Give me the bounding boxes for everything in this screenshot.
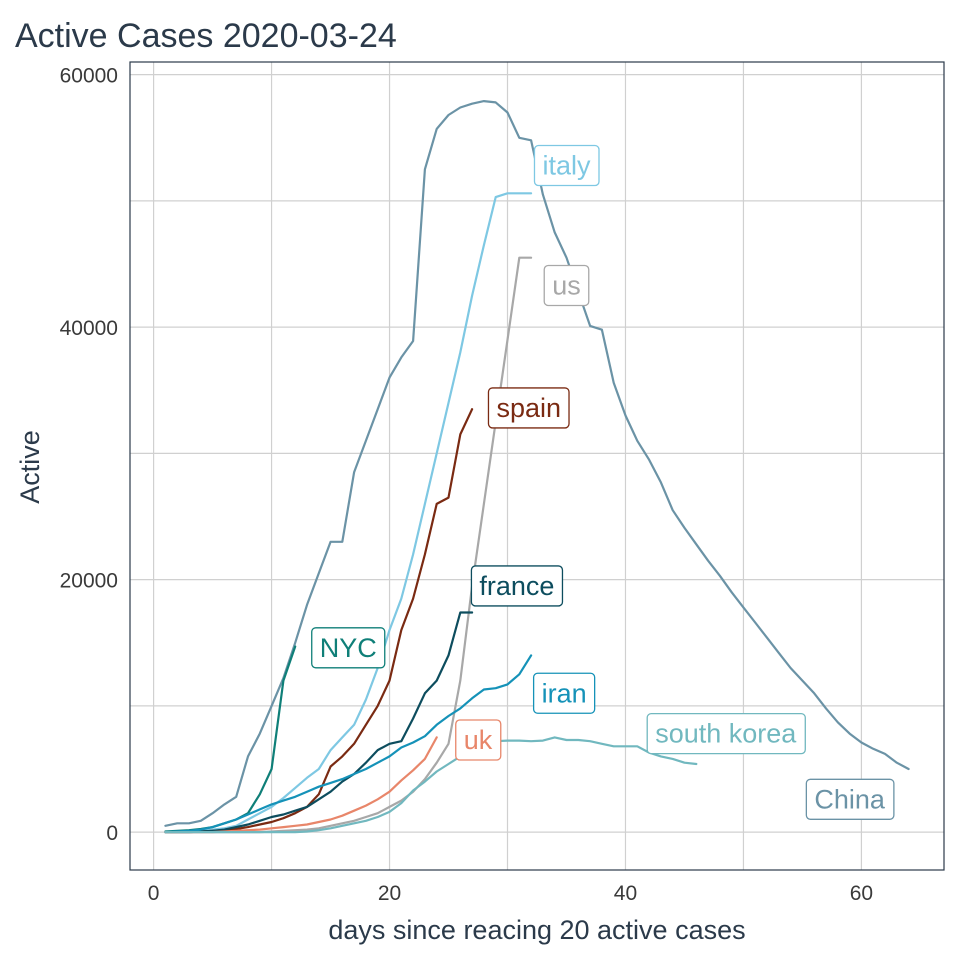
series-label-box: [533, 144, 600, 187]
series-line-south-korea: [164, 736, 698, 834]
series-label-box: [646, 713, 806, 755]
series-label-us: us: [543, 264, 590, 307]
series-label-box: [455, 719, 502, 761]
plot-panel-border: [129, 61, 945, 871]
series-line-france: [164, 611, 474, 834]
x-tick-label: 20: [378, 882, 401, 905]
series-label-box: [470, 565, 564, 607]
series-line-iran: [164, 654, 533, 834]
tick-layer: 0 20 40 60 0 20000 40000 60000: [60, 65, 874, 905]
series-label-nyc: NYC: [311, 627, 386, 669]
y-tick-label: 40000: [60, 317, 118, 340]
series-label-box: [487, 387, 570, 429]
y-tick-label: 0: [106, 822, 118, 845]
chart-title: Active Cases 2020-03-24: [15, 17, 397, 55]
series-label-box: [543, 264, 590, 307]
y-tick-label: 60000: [60, 65, 118, 88]
series-label-box: [311, 627, 386, 669]
series-label-box: [532, 672, 596, 714]
x-tick-label: 40: [614, 882, 637, 905]
series-label-france: france: [470, 565, 564, 607]
x-tick-label: 0: [148, 882, 160, 905]
series-label-box: [805, 778, 895, 820]
x-axis-title: days since reacing 20 active cases: [328, 915, 745, 945]
series-label-text: NYC: [320, 633, 377, 663]
series-label-text: us: [552, 270, 581, 300]
series-label-italy: italy: [533, 144, 600, 187]
series-label-text: China: [814, 784, 886, 814]
series-line-italy: [164, 192, 533, 834]
y-tick-label: 20000: [60, 570, 118, 593]
series-label-text: south korea: [655, 719, 797, 749]
series-label-text: spain: [496, 393, 561, 423]
series-label-text: italy: [542, 151, 591, 181]
series-layer: [164, 100, 910, 834]
series-label-text: iran: [542, 678, 587, 708]
series-label-text: france: [479, 571, 554, 601]
label-layer: China italy us spain france NYC iran uk south ko…: [311, 144, 895, 820]
series-label-iran: iran: [532, 672, 596, 714]
series-label-south-korea: south korea: [646, 713, 806, 755]
series-label-text: uk: [464, 725, 493, 755]
y-axis-title: Active: [15, 430, 45, 504]
x-tick-label: 60: [850, 882, 873, 905]
series-label-uk: uk: [455, 719, 502, 761]
series-label-spain: spain: [487, 387, 570, 429]
series-label-china: China: [805, 778, 895, 820]
